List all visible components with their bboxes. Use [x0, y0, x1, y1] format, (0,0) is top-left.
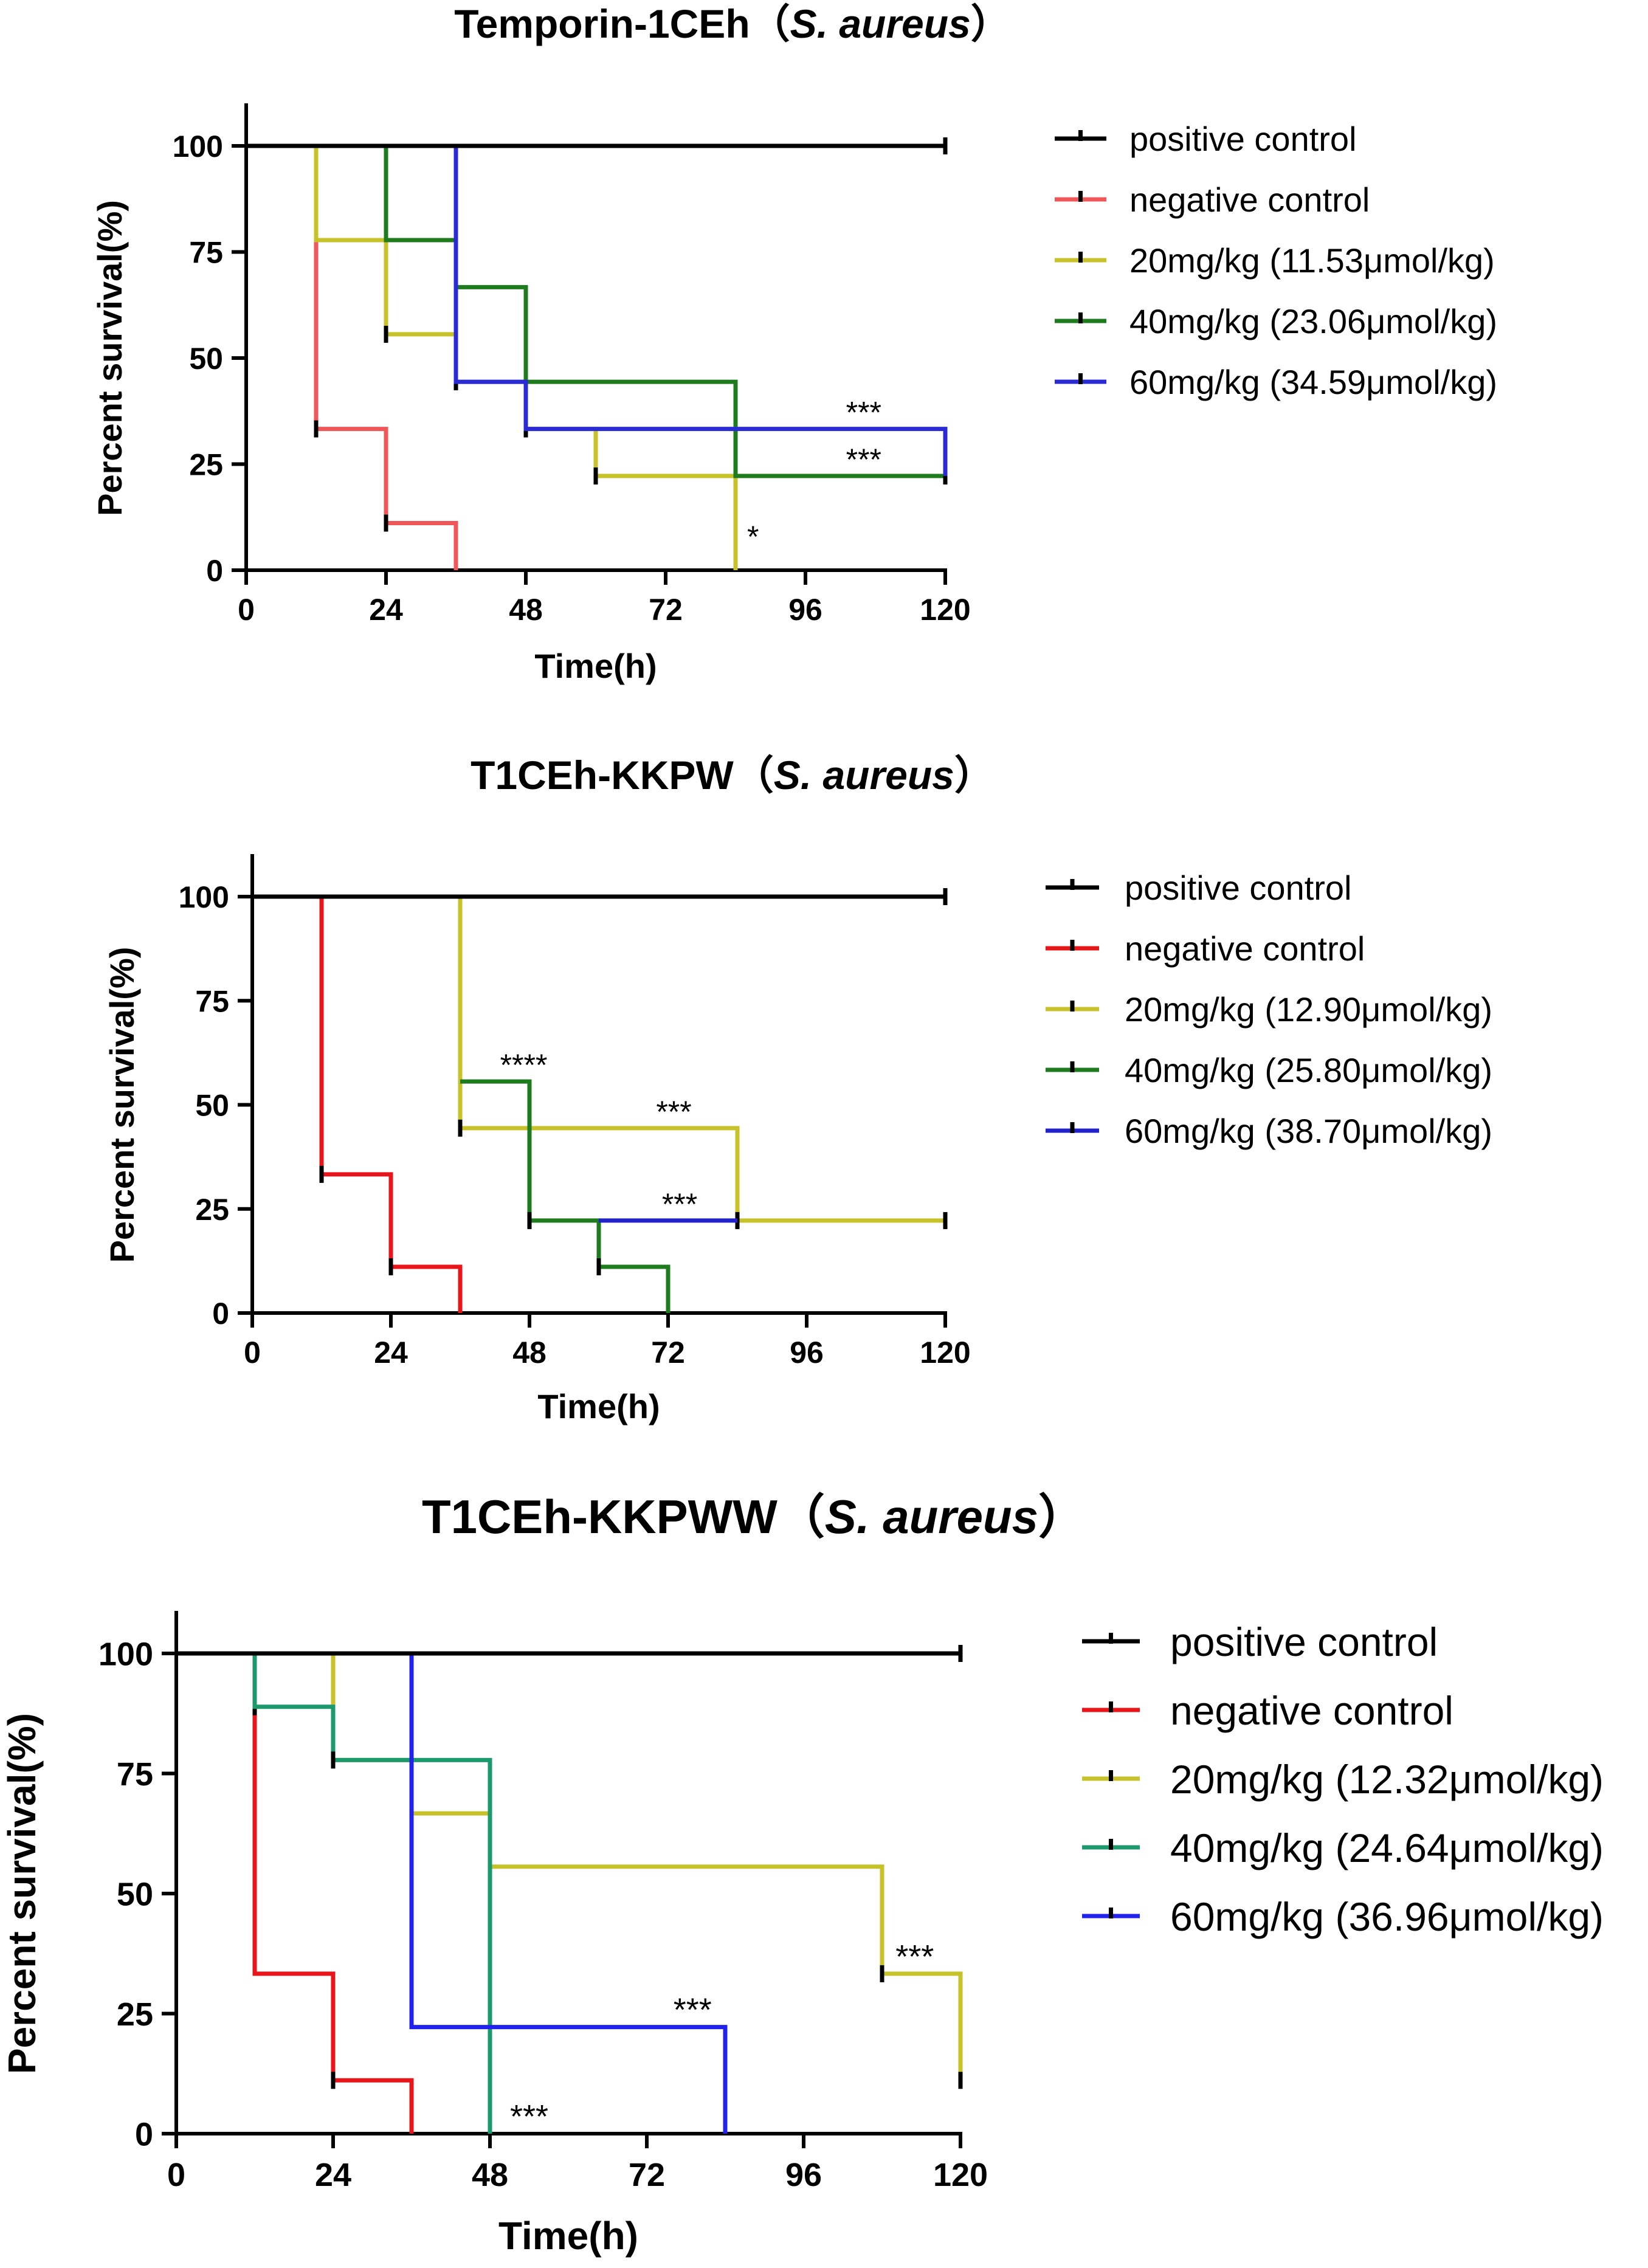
y-tick-label: 100 [173, 129, 223, 164]
legend-label: negative control [1125, 929, 1365, 968]
legend-label: 40mg/kg (25.80μmol/kg) [1125, 1051, 1492, 1089]
chart-title-paren-open: （ [777, 1490, 825, 1543]
series-line-3 [331, 1653, 963, 2081]
chart-title-organism: S. aureus [825, 1490, 1038, 1543]
legend-label: 20mg/kg (12.32μmol/kg) [1170, 1757, 1604, 1802]
legend-label: positive control [1129, 120, 1357, 158]
y-tick-label: 0 [212, 1297, 229, 1331]
legend-label: negative control [1129, 181, 1370, 219]
y-tick-label: 50 [189, 342, 223, 376]
chart-title-name: T1CEh-KKPW [471, 753, 734, 798]
chart-title-paren-close: ） [954, 753, 995, 798]
y-tick-label: 25 [189, 448, 223, 482]
chart-title-paren-close: ） [971, 1, 1011, 46]
chart-title-organism: S. aureus [790, 1, 971, 46]
chart-title-paren-close: ） [1038, 1490, 1086, 1543]
x-tick-label: 96 [785, 2157, 822, 2193]
chart-panel-2: T1CEh-KKPW（S. aureus） 0 24 48 72 96 120 0 25 50 75… [103, 753, 1492, 1425]
series-line-2 [314, 146, 458, 570]
series-line-4 [252, 1653, 492, 2134]
x-axis-label: Time(h) [534, 647, 657, 685]
legend-label: 40mg/kg (24.64μmol/kg) [1170, 1825, 1604, 1870]
chart-title-paren-open: （ [750, 1, 790, 46]
x-tick-label: 0 [167, 2157, 185, 2193]
chart-title-name: T1CEh-KKPWW [422, 1490, 777, 1543]
y-tick-label: 0 [206, 554, 223, 588]
y-tick-label: 50 [195, 1089, 229, 1123]
significance-annotation: *** [510, 2098, 548, 2135]
chart-title: T1CEh-KKPW（S. aureus） [471, 753, 995, 798]
significance-annotation: *** [662, 1187, 697, 1221]
x-tick-label: 120 [920, 593, 970, 627]
legend-label: 20mg/kg (12.90μmol/kg) [1125, 990, 1492, 1029]
chart-panel-3: T1CEh-KKPWW（S. aureus） 0 24 48 72 96 120 0 25 50 7… [0, 1490, 1604, 2258]
chart-title-organism: S. aureus [774, 753, 954, 798]
x-tick-label: 72 [651, 1336, 685, 1370]
x-tick-label: 96 [790, 1336, 824, 1370]
x-axis-label: Time(h) [498, 2214, 638, 2258]
y-tick-label: 75 [117, 1756, 153, 1793]
series-line-2 [252, 1653, 414, 2134]
y-axis-label: Percent survival(%) [0, 1713, 44, 2074]
significance-annotation: **** [500, 1048, 548, 1082]
x-tick-label: 72 [629, 2157, 665, 2193]
x-tick-label: 48 [512, 1336, 546, 1370]
significance-annotation: *** [895, 1939, 934, 1975]
legend-label: 20mg/kg (11.53μmol/kg) [1129, 241, 1495, 280]
legend-label: 40mg/kg (23.06μmol/kg) [1129, 302, 1497, 340]
x-axis-label: Time(h) [537, 1387, 660, 1425]
y-tick-label: 25 [195, 1193, 229, 1227]
chart-panel-1: Temporin-1CEh（S. aureus） 0 24 48 72 96 120 0 25 5… [91, 1, 1497, 685]
y-tick-label: 100 [98, 1636, 153, 1672]
chart-title-name: Temporin-1CEh [454, 1, 750, 46]
y-tick-label: 0 [135, 2116, 153, 2153]
y-tick-label: 75 [189, 236, 223, 270]
x-tick-label: 0 [238, 593, 255, 627]
y-tick-label: 50 [117, 1876, 153, 1912]
x-tick-label: 24 [315, 2157, 351, 2193]
chart-title-paren-open: （ [734, 753, 774, 798]
series-line-5 [453, 146, 948, 477]
chart-title: Temporin-1CEh（S. aureus） [454, 1, 1011, 46]
significance-annotation: * [747, 520, 759, 554]
series-line-3 [458, 897, 945, 1223]
x-tick-label: 48 [509, 593, 543, 627]
x-tick-label: 48 [472, 2157, 508, 2193]
legend-label: negative control [1170, 1688, 1453, 1733]
series-line-4 [460, 1079, 671, 1313]
x-tick-label: 96 [788, 593, 822, 627]
significance-annotation: *** [846, 396, 881, 430]
x-tick-label: 24 [369, 593, 403, 627]
significance-annotation: *** [846, 443, 881, 477]
series-line-2 [319, 897, 463, 1313]
x-tick-label: 24 [374, 1336, 408, 1370]
chart-title: T1CEh-KKPWW（S. aureus） [422, 1490, 1086, 1543]
x-tick-label: 72 [649, 593, 683, 627]
legend-label: positive control [1170, 1619, 1438, 1664]
y-axis-label: Percent survival(%) [103, 947, 141, 1263]
legend-label: 60mg/kg (34.59μmol/kg) [1129, 363, 1497, 401]
y-axis-label: Percent survival(%) [91, 200, 129, 516]
x-tick-label: 0 [244, 1336, 261, 1370]
legend-label: positive control [1125, 869, 1352, 907]
x-tick-label: 120 [933, 2157, 988, 2193]
series-line-5 [176, 1651, 728, 2134]
legend-label: 60mg/kg (38.70μmol/kg) [1125, 1112, 1492, 1150]
y-tick-label: 25 [117, 1996, 153, 2033]
significance-annotation: *** [656, 1095, 691, 1129]
legend-label: 60mg/kg (36.96μmol/kg) [1170, 1894, 1604, 1939]
series-line-4 [384, 146, 945, 478]
y-tick-label: 100 [179, 880, 229, 914]
y-tick-label: 75 [195, 984, 229, 1018]
x-tick-label: 120 [920, 1336, 970, 1370]
significance-annotation: *** [674, 1992, 712, 2028]
